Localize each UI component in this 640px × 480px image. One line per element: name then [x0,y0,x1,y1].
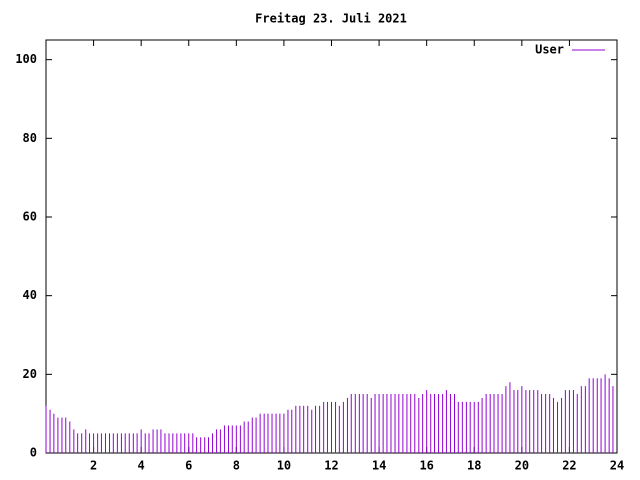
x-tick-label: 16 [419,459,433,473]
x-tick-label: 2 [90,459,97,473]
y-tick-label: 20 [23,367,37,381]
x-tick-label: 8 [233,459,240,473]
y-tick-label: 100 [15,52,37,66]
x-tick-label: 10 [277,459,291,473]
y-tick-label: 80 [23,131,37,145]
x-tick-label: 12 [324,459,338,473]
x-tick-label: 6 [185,459,192,473]
x-tick-label: 24 [610,459,624,473]
x-tick-label: 18 [467,459,481,473]
x-tick-label: 4 [138,459,145,473]
y-tick-label: 0 [30,446,37,460]
x-tick-label: 20 [515,459,529,473]
y-tick-label: 40 [23,288,37,302]
x-tick-label: 22 [562,459,576,473]
x-tick-label: 14 [372,459,386,473]
plot-frame [45,39,618,454]
chart-title: Freitag 23. Juli 2021 [255,12,407,26]
legend-label: User [535,43,564,57]
y-tick-label: 60 [23,210,37,224]
